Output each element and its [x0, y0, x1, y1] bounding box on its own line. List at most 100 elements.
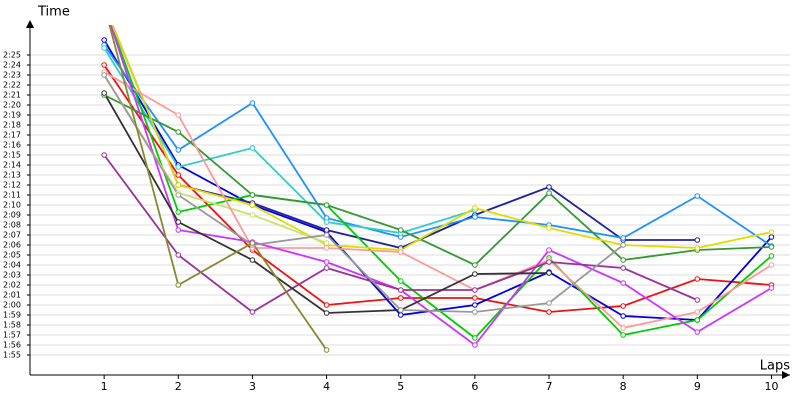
data-point	[546, 300, 552, 306]
data-point	[102, 3, 107, 8]
x-tick-label: 6	[471, 380, 478, 393]
data-point	[175, 209, 182, 215]
data-point	[620, 303, 626, 309]
data-point	[546, 184, 552, 190]
y-tick-label: 2:12	[3, 181, 21, 190]
data-point	[323, 310, 330, 316]
series-line	[111, 25, 772, 251]
data-point	[323, 347, 330, 353]
data-point	[694, 317, 701, 323]
data-point	[397, 312, 404, 318]
y-tick-label: 2:07	[3, 231, 21, 240]
data-point	[768, 229, 775, 235]
data-point	[620, 235, 626, 241]
x-tick-label: 9	[694, 380, 701, 393]
y-tick-label: 1:55	[3, 351, 21, 360]
plot-area	[101, 3, 775, 353]
data-point	[768, 244, 775, 250]
series-line	[103, 74, 624, 313]
y-tick-label: 2:18	[3, 121, 21, 130]
data-point	[768, 234, 775, 240]
data-point	[101, 37, 107, 43]
data-point	[323, 202, 330, 208]
data-point	[620, 313, 626, 319]
series-line	[103, 71, 772, 329]
y-tick-label: 2:00	[3, 301, 21, 310]
y-tick-label: 2:02	[3, 281, 21, 290]
data-point	[249, 145, 256, 151]
data-point	[249, 202, 256, 208]
data-point	[175, 252, 182, 258]
data-point	[249, 257, 256, 263]
data-point	[694, 297, 701, 303]
data-point	[102, 3, 107, 8]
y-tick-label: 2:15	[3, 151, 21, 160]
y-tick-label: 2:09	[3, 211, 21, 220]
series-line	[103, 44, 772, 247]
data-point	[694, 237, 701, 243]
x-axis-label: Laps	[760, 359, 790, 374]
data-point	[101, 152, 107, 158]
data-point	[768, 285, 775, 291]
data-point	[397, 278, 404, 284]
data-point	[546, 259, 552, 265]
data-point	[101, 72, 107, 78]
axes: Time Laps 1:551:561:571:581:592:002:012:…	[3, 5, 790, 394]
y-tick-label: 2:23	[3, 71, 21, 80]
data-point	[694, 245, 701, 251]
data-point	[472, 262, 478, 268]
series-line	[109, 25, 772, 347]
y-arrow	[26, 20, 34, 28]
data-point	[694, 329, 701, 335]
data-point	[694, 193, 701, 199]
data-point	[397, 249, 404, 255]
data-point	[175, 219, 182, 225]
data-point	[323, 265, 330, 271]
series-line	[103, 39, 773, 321]
data-point	[323, 245, 330, 251]
y-tick-label: 2:08	[3, 221, 21, 230]
data-point	[175, 129, 182, 135]
x-tick-label: 10	[764, 380, 778, 393]
x-tick-label: 2	[175, 380, 182, 393]
data-point	[102, 3, 107, 8]
data-point	[472, 271, 478, 277]
data-point	[546, 270, 552, 276]
y-tick-label: 2:20	[3, 101, 21, 110]
y-tick-label: 2:21	[3, 91, 21, 100]
y-tick-label: 2:14	[3, 161, 21, 170]
x-tick-label: 1	[101, 380, 108, 393]
series-line	[103, 94, 772, 267]
series-line	[103, 64, 772, 313]
data-point	[694, 309, 701, 315]
data-point	[323, 302, 330, 308]
y-tick-label: 2:03	[3, 271, 21, 280]
data-point	[175, 172, 182, 178]
data-point	[620, 325, 626, 331]
data-point	[472, 309, 478, 315]
data-point	[175, 182, 182, 188]
data-point	[397, 307, 404, 313]
x-tick-label: 5	[397, 380, 404, 393]
data-point	[323, 227, 330, 233]
data-point	[101, 90, 107, 96]
data-point	[620, 265, 626, 271]
y-tick-label: 1:57	[3, 331, 21, 340]
y-tick-label: 2:19	[3, 111, 21, 120]
data-point	[101, 62, 107, 68]
data-point	[175, 147, 182, 153]
data-point	[620, 242, 626, 248]
y-tick-label: 2:16	[3, 141, 21, 150]
y-tick-label: 2:22	[3, 81, 21, 90]
data-point	[397, 295, 404, 301]
y-tick-label: 2:11	[3, 191, 21, 200]
y-tick-label: 1:59	[3, 311, 21, 320]
data-point	[101, 45, 107, 51]
x-tick-label: 4	[323, 380, 330, 393]
data-point	[175, 282, 182, 288]
y-tick-label: 2:05	[3, 251, 21, 260]
data-point	[323, 219, 330, 225]
data-point	[175, 192, 182, 198]
data-point	[472, 287, 478, 293]
